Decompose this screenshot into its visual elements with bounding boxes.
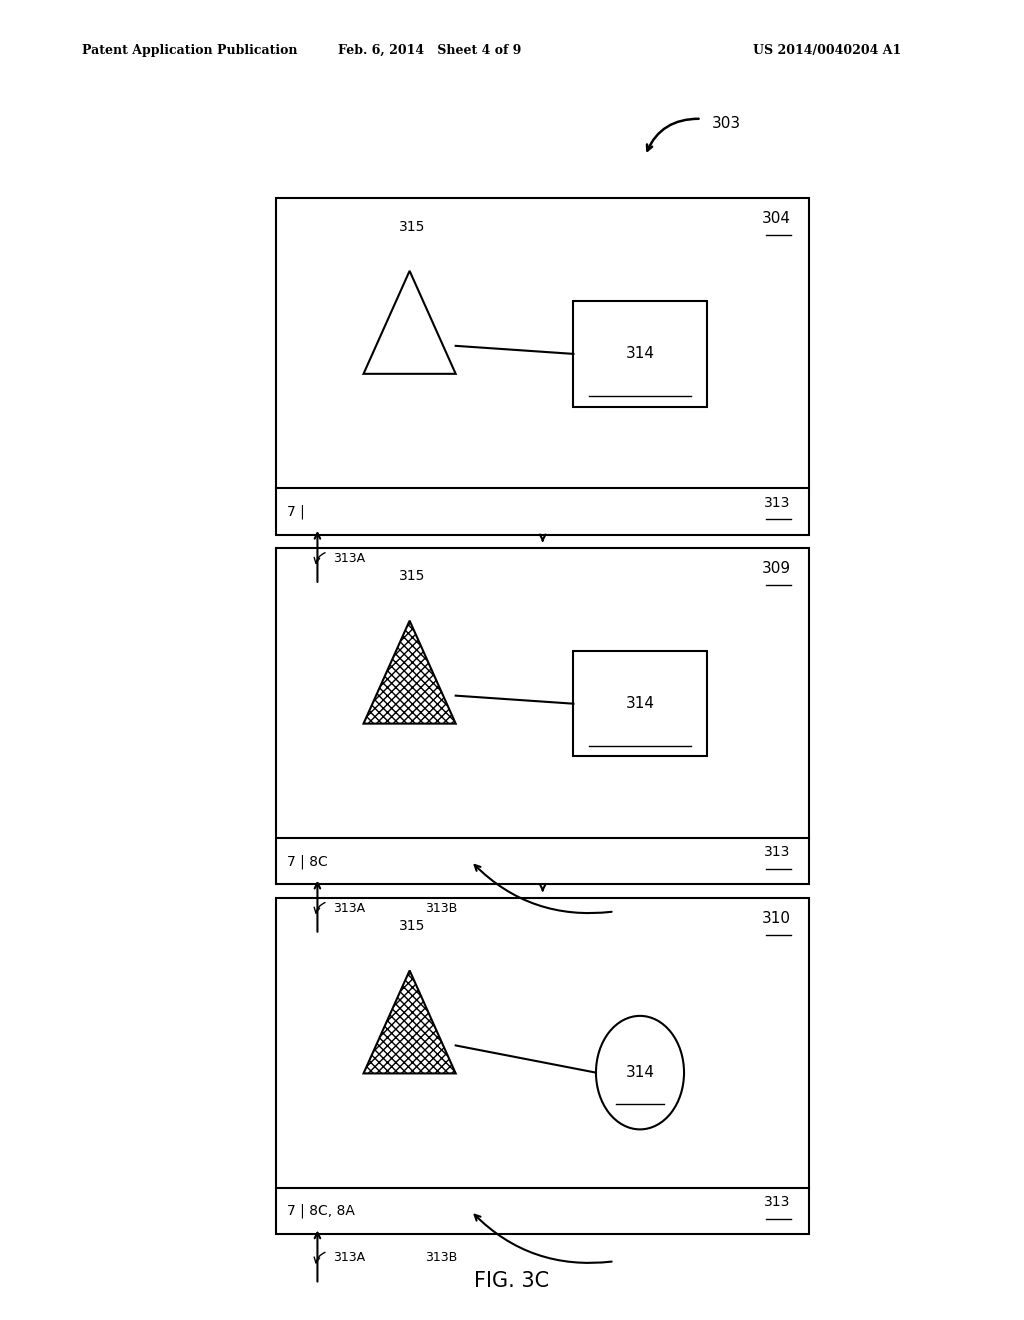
Text: 315: 315 bbox=[399, 219, 426, 234]
Text: 315: 315 bbox=[399, 569, 426, 583]
Text: 314: 314 bbox=[626, 346, 654, 362]
Text: Patent Application Publication: Patent Application Publication bbox=[82, 44, 297, 57]
Polygon shape bbox=[364, 620, 456, 723]
Circle shape bbox=[596, 1016, 684, 1130]
Text: 313A: 313A bbox=[333, 1251, 365, 1265]
Text: 309: 309 bbox=[762, 561, 791, 576]
FancyBboxPatch shape bbox=[573, 301, 707, 407]
FancyBboxPatch shape bbox=[276, 198, 809, 535]
Text: 314: 314 bbox=[626, 696, 654, 711]
FancyBboxPatch shape bbox=[276, 898, 809, 1234]
Text: US 2014/0040204 A1: US 2014/0040204 A1 bbox=[753, 44, 901, 57]
Text: 7 | 8C, 8A: 7 | 8C, 8A bbox=[287, 1204, 354, 1218]
Text: 313A: 313A bbox=[333, 902, 365, 915]
Text: 7 |: 7 | bbox=[287, 504, 304, 519]
Text: 304: 304 bbox=[762, 211, 791, 226]
Polygon shape bbox=[364, 271, 456, 374]
Text: 313B: 313B bbox=[425, 1251, 457, 1265]
Text: 303: 303 bbox=[712, 116, 740, 131]
Text: 310: 310 bbox=[762, 911, 791, 925]
Text: 313: 313 bbox=[764, 1196, 791, 1209]
FancyBboxPatch shape bbox=[573, 651, 707, 756]
Text: 315: 315 bbox=[399, 919, 426, 933]
Text: Feb. 6, 2014   Sheet 4 of 9: Feb. 6, 2014 Sheet 4 of 9 bbox=[338, 44, 522, 57]
Text: 313B: 313B bbox=[425, 902, 457, 915]
Text: 314: 314 bbox=[626, 1065, 654, 1080]
Text: 7 | 8C: 7 | 8C bbox=[287, 854, 328, 869]
FancyBboxPatch shape bbox=[276, 548, 809, 884]
Polygon shape bbox=[364, 970, 456, 1073]
Text: FIG. 3C: FIG. 3C bbox=[474, 1271, 550, 1291]
Text: 313: 313 bbox=[764, 496, 791, 510]
Text: 313A: 313A bbox=[333, 552, 365, 565]
Text: 313: 313 bbox=[764, 845, 791, 859]
